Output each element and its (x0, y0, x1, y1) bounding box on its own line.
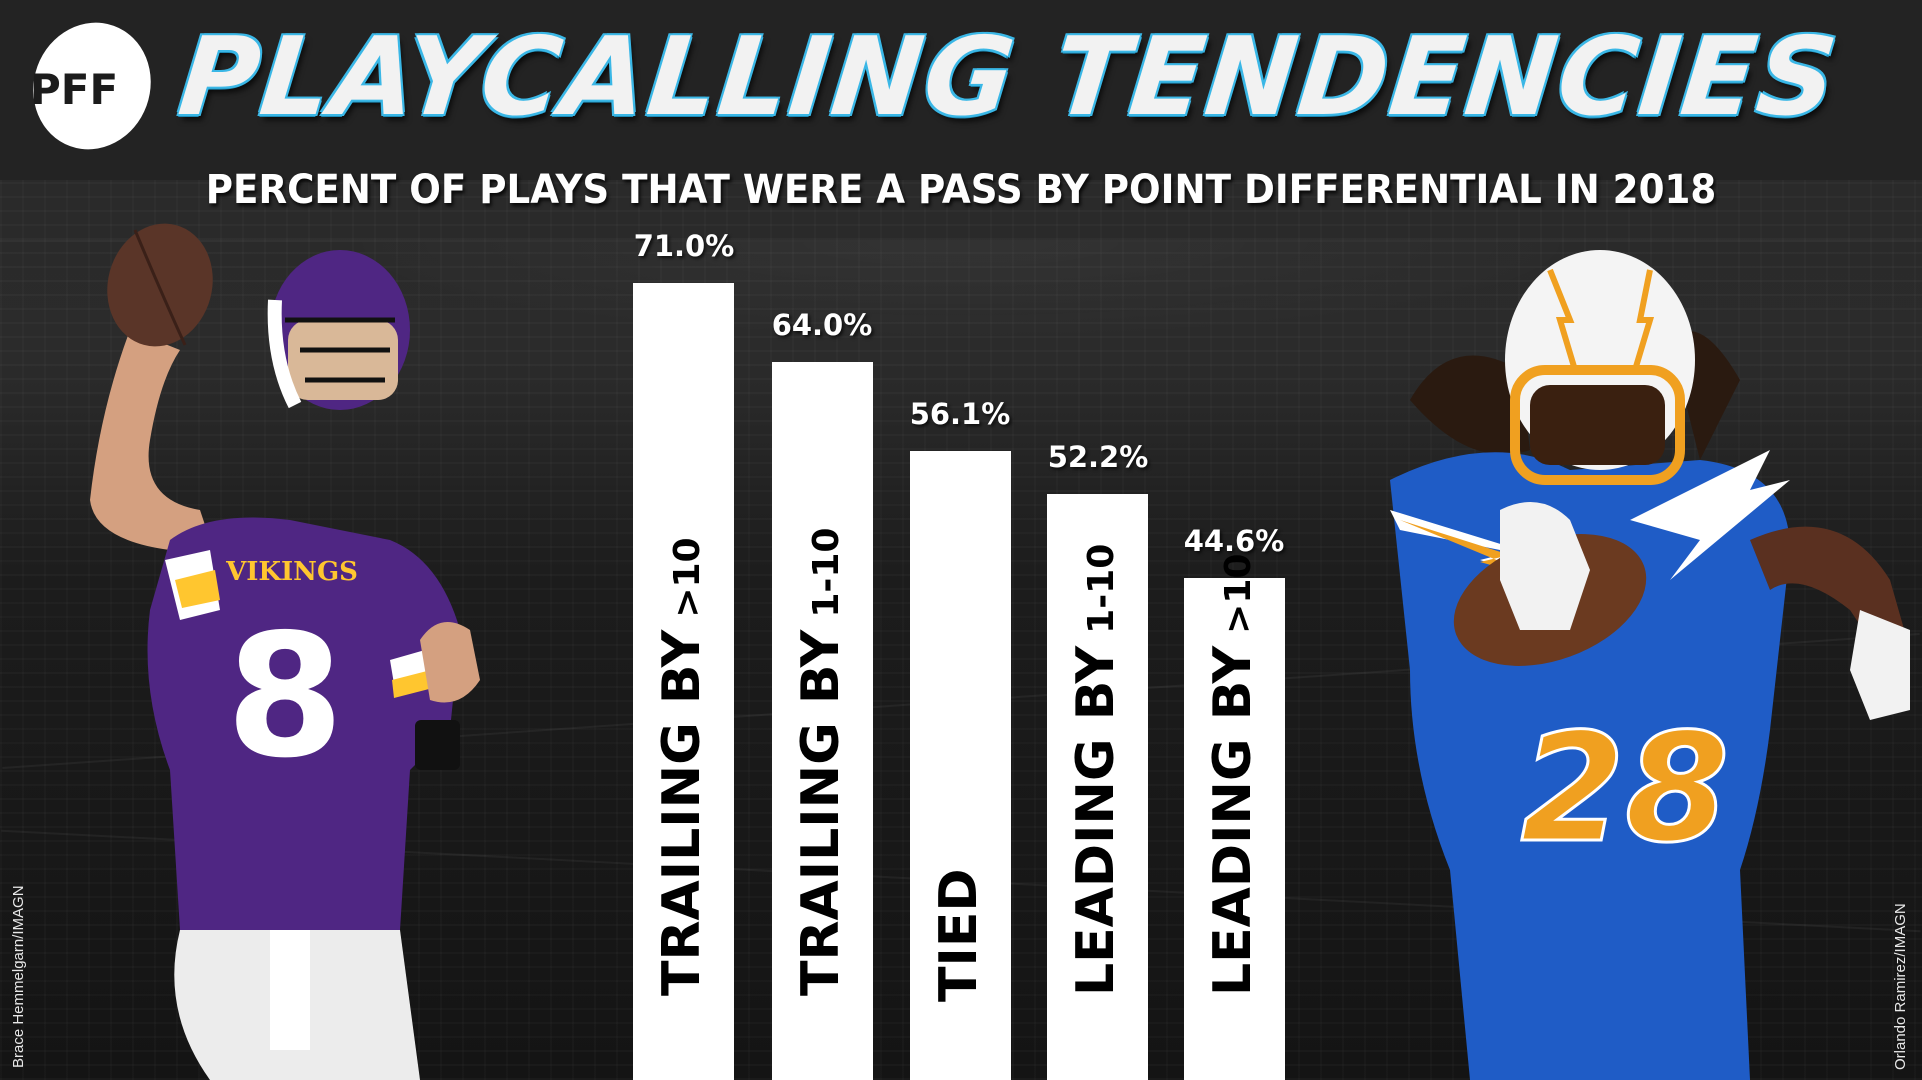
bar-value-label: 52.2% (1047, 440, 1149, 474)
svg-text:VIKINGS: VIKINGS (225, 557, 358, 587)
bar-leading-by-1-10: LEADING BY1-10 (1047, 494, 1148, 1080)
svg-text:28: 28 (1521, 702, 1730, 876)
chart-subtitle: PERCENT OF PLAYS THAT WERE A PASS BY POI… (205, 167, 1717, 213)
svg-text:8: 8 (226, 598, 344, 796)
photo-credit-right: Orlando Ramirez/IMAGN (1892, 903, 1909, 1070)
bar-value-label: 44.6% (1183, 524, 1285, 558)
bar-tied: TIED (910, 451, 1011, 1080)
photo-credit-left: Brace Hemmelgarn/IMAGN (10, 885, 27, 1068)
bar-category-label: TRAILING BY>10 (651, 537, 712, 996)
bar-category-label: TIED (928, 868, 989, 1002)
bar-category-label: LEADING BY1-10 (1065, 543, 1126, 996)
bar-category-label: LEADING BY>10 (1202, 553, 1263, 996)
pff-logo: PFF (30, 22, 151, 150)
svg-text:PFF: PFF (30, 65, 118, 114)
bar-category-label: TRAILING BY1-10 (790, 527, 851, 996)
player-left-image: 8 VIKINGS (90, 223, 480, 1080)
bar-leading-by-more-than-10: LEADING BY>10 (1184, 554, 1285, 1080)
bar-value-label: 71.0% (633, 229, 735, 263)
bar-trailing-by-1-10: TRAILING BY1-10 (772, 362, 873, 1080)
bar-trailing-by-more-than-10: TRAILING BY>10 (633, 283, 734, 1080)
bar-value-label: 56.1% (909, 397, 1011, 431)
bar-value-label: 64.0% (771, 308, 873, 342)
player-right-image: 28 (1390, 250, 1910, 1080)
